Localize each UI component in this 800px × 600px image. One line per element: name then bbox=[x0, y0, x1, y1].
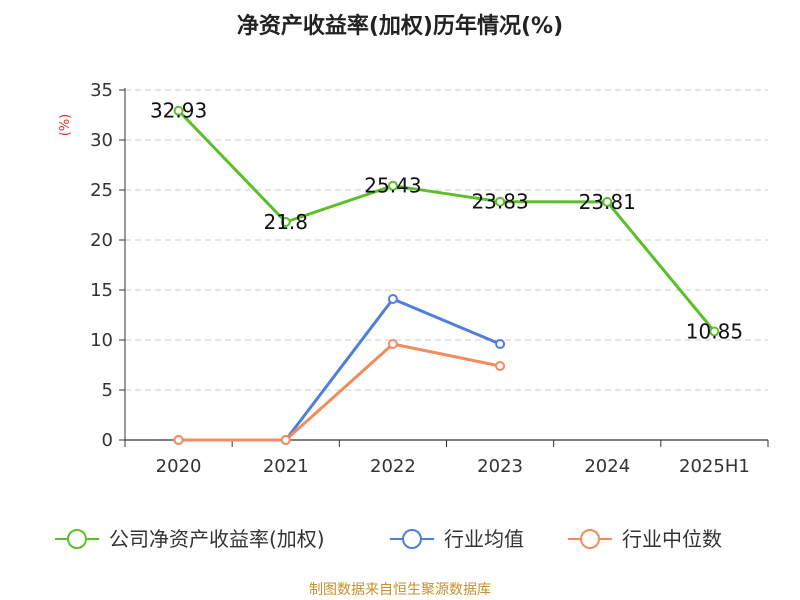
x-tick-labels: 2020 2021 2022 2023 2024 2025H1 bbox=[156, 456, 750, 477]
chart-title: 净资产收益率(加权)历年情况(%) bbox=[237, 13, 563, 39]
axes bbox=[119, 88, 769, 447]
data-point bbox=[495, 361, 506, 371]
data-point bbox=[709, 326, 720, 337]
data-point bbox=[602, 196, 613, 207]
series-points bbox=[173, 105, 720, 445]
data-label: 21.8 bbox=[263, 210, 308, 234]
data-point bbox=[495, 196, 506, 207]
data-labels: 32.93 21.8 25.43 23.83 23.81 10.85 bbox=[150, 99, 743, 344]
series-lines bbox=[177, 109, 716, 442]
data-label: 32.93 bbox=[150, 99, 207, 123]
y-tick-label: 0 bbox=[102, 430, 113, 451]
data-point bbox=[173, 105, 184, 116]
grid-lines bbox=[125, 89, 768, 391]
x-tick-label: 2025H1 bbox=[679, 456, 750, 477]
data-point bbox=[280, 217, 291, 227]
data-point bbox=[387, 339, 398, 349]
data-label: 23.83 bbox=[471, 190, 528, 214]
data-label: 25.43 bbox=[364, 174, 421, 198]
y-tick-label: 35 bbox=[90, 80, 113, 101]
x-tick-label: 2024 bbox=[584, 456, 630, 477]
y-tick-label: 10 bbox=[90, 330, 113, 351]
x-tick-label: 2020 bbox=[156, 456, 202, 477]
x-tick-label: 2022 bbox=[370, 456, 416, 477]
legend-label: 行业均值 bbox=[444, 527, 524, 551]
data-point bbox=[280, 435, 291, 445]
x-tick-label: 2021 bbox=[263, 456, 309, 477]
legend-label: 公司净资产收益率(加权) bbox=[109, 527, 325, 551]
legend-label: 行业中位数 bbox=[622, 527, 722, 551]
data-label: 23.81 bbox=[579, 190, 636, 214]
data-point bbox=[495, 339, 506, 349]
source-note: 制图数据来自恒生聚源数据库 bbox=[309, 582, 491, 598]
legend-marker bbox=[67, 529, 87, 549]
data-point bbox=[387, 180, 398, 191]
y-axis-label: (%) bbox=[58, 114, 73, 137]
data-point bbox=[173, 435, 184, 445]
legend-marker bbox=[580, 529, 600, 549]
y-tick-label: 30 bbox=[90, 130, 113, 151]
y-tick-label: 5 bbox=[102, 380, 113, 401]
series-line-0 bbox=[177, 109, 716, 333]
x-tick-label: 2023 bbox=[477, 456, 523, 477]
series-line-1 bbox=[178, 297, 501, 442]
series-line-2 bbox=[178, 342, 501, 442]
y-tick-label: 25 bbox=[90, 180, 113, 201]
y-tick-labels: 0 5 10 15 20 25 30 35 bbox=[90, 80, 113, 451]
legend: 公司净资产收益率(加权) 行业均值 行业中位数 bbox=[55, 527, 722, 551]
y-tick-label: 20 bbox=[90, 230, 113, 251]
data-label: 10.85 bbox=[686, 320, 743, 344]
data-point bbox=[387, 294, 398, 304]
legend-marker bbox=[402, 529, 422, 549]
y-tick-label: 15 bbox=[90, 280, 113, 301]
